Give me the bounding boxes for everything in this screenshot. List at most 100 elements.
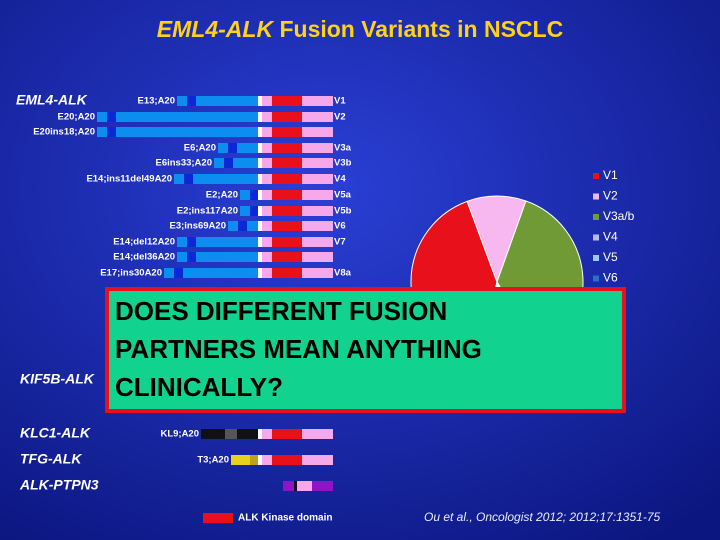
- eml4-stripe: [250, 206, 259, 216]
- eml4-segment: [177, 96, 258, 106]
- alk-segment: [262, 206, 272, 216]
- alk-segment: [262, 252, 272, 262]
- alk-segment: [262, 143, 272, 153]
- fusion-rows: E13;A20 V1 E20;A20 V2 E20ins18;A20 E6;A20 V3a E…: [19, 96, 352, 493]
- eml4-stripe: [238, 221, 247, 231]
- alk-kinase: [272, 127, 302, 137]
- alk-segment: [302, 206, 333, 216]
- fusion-code: E14;del36A20: [113, 252, 175, 263]
- citation: Ou et al., Oncologist 2012; 2012;17:1351…: [424, 510, 660, 524]
- junction: [258, 174, 262, 184]
- junction: [258, 455, 262, 465]
- junction: [258, 206, 262, 216]
- partner-label: KIF5B-ALK: [20, 371, 95, 387]
- title: EML4-ALK Fusion Variants in NSCLC: [157, 16, 563, 42]
- junction: [258, 127, 262, 137]
- alk-segment: [262, 96, 272, 106]
- partner-label: KLC1-ALK: [20, 425, 91, 441]
- callout-line: CLINICALLY?: [115, 372, 283, 402]
- alk-segment: [262, 127, 272, 137]
- variant-label: V3b: [334, 158, 352, 169]
- alk-segment: [262, 429, 272, 439]
- alk-segment: [262, 190, 272, 200]
- alk-kinase: [272, 429, 302, 439]
- variant-label: V8a: [334, 268, 352, 279]
- eml4-segment: [97, 112, 258, 122]
- eml4-segment: [214, 158, 258, 168]
- legend-swatch: [593, 193, 599, 200]
- fusion-code: E14;del12A20: [113, 237, 175, 248]
- pie-legend-label: V2: [603, 189, 618, 203]
- klc1-stripe: [225, 429, 237, 439]
- alk-segment: [302, 96, 333, 106]
- tfg-stripe: [250, 455, 258, 465]
- pie-legend-label: V1: [603, 168, 618, 182]
- alk-segment: [302, 429, 333, 439]
- fusion-code: E2;ins117A20: [177, 206, 238, 217]
- title-gene: EML4-ALK: [157, 16, 275, 42]
- eml4-stripe: [187, 252, 196, 262]
- alk-segment: [302, 143, 333, 153]
- fusion-code: E6;A20: [184, 143, 216, 154]
- alk-segment: [302, 190, 333, 200]
- eml4-segment: [177, 237, 258, 247]
- fusion-code: E14;ins11del49A20: [86, 174, 172, 185]
- variant-label: V7: [334, 237, 346, 248]
- alk-kinase: [272, 221, 302, 231]
- eml4-stripe: [184, 174, 193, 184]
- fusion-code: E2;A20: [206, 190, 238, 201]
- fusion-code: KL9;A20: [160, 429, 199, 440]
- eml4-segment: [218, 143, 258, 153]
- junction: [258, 158, 262, 168]
- eml4-segment: [177, 252, 258, 262]
- eml4-segment: [97, 127, 258, 137]
- alk-segment: [302, 237, 333, 247]
- alk-kinase: [272, 190, 302, 200]
- fusion-code: T3;A20: [197, 455, 229, 466]
- tfg-segment: [231, 455, 258, 465]
- variant-label: V6: [334, 221, 346, 232]
- fusion-code: E17;ins30A20: [100, 268, 162, 279]
- fusion-code: E13;A20: [138, 96, 176, 107]
- ptpn3-alk: [296, 481, 312, 491]
- pie-legend-label: V3a/b: [603, 209, 635, 223]
- legend-swatch: [593, 173, 599, 179]
- alk-segment: [262, 268, 272, 278]
- alk-kinase: [272, 268, 302, 278]
- variant-label: V4: [334, 174, 346, 185]
- junction: [258, 221, 262, 231]
- ptpn3-junction: [294, 481, 297, 491]
- eml4-stripe: [174, 268, 183, 278]
- pie-legend-label: V4: [603, 230, 618, 244]
- alk-kinase: [272, 158, 302, 168]
- junction: [258, 96, 262, 106]
- variant-label: V5b: [334, 206, 352, 217]
- pie-legend-label: V6: [603, 271, 618, 285]
- fusion-code: E6ins33;A20: [155, 158, 212, 169]
- eml4-segment: [240, 190, 258, 200]
- alk-kinase: [272, 96, 302, 106]
- alk-segment: [302, 221, 333, 231]
- eml4-segment: [164, 268, 258, 278]
- junction: [258, 429, 262, 439]
- junction: [258, 143, 262, 153]
- eml4-stripe: [228, 143, 237, 153]
- junction: [258, 190, 262, 200]
- fusion-code: E3;ins69A20: [169, 221, 226, 232]
- alk-segment: [262, 237, 272, 247]
- eml4-alk-label: EML4-ALK: [16, 92, 88, 108]
- eml4-stripe: [250, 190, 259, 200]
- variant-label: V2: [334, 112, 346, 123]
- alk-segment: [302, 455, 333, 465]
- partner-label: TFG-ALK: [20, 451, 82, 467]
- alk-segment: [262, 112, 272, 122]
- callout-line: PARTNERS MEAN ANYTHING: [115, 334, 482, 364]
- alk-segment: [302, 112, 333, 122]
- legend-swatch: [593, 275, 599, 282]
- callout-box: [105, 287, 626, 413]
- eml4-stripe: [107, 112, 116, 122]
- partner-label: ALK-PTPN3: [19, 477, 99, 493]
- alk-segment: [262, 174, 272, 184]
- legend-swatch: [593, 255, 599, 261]
